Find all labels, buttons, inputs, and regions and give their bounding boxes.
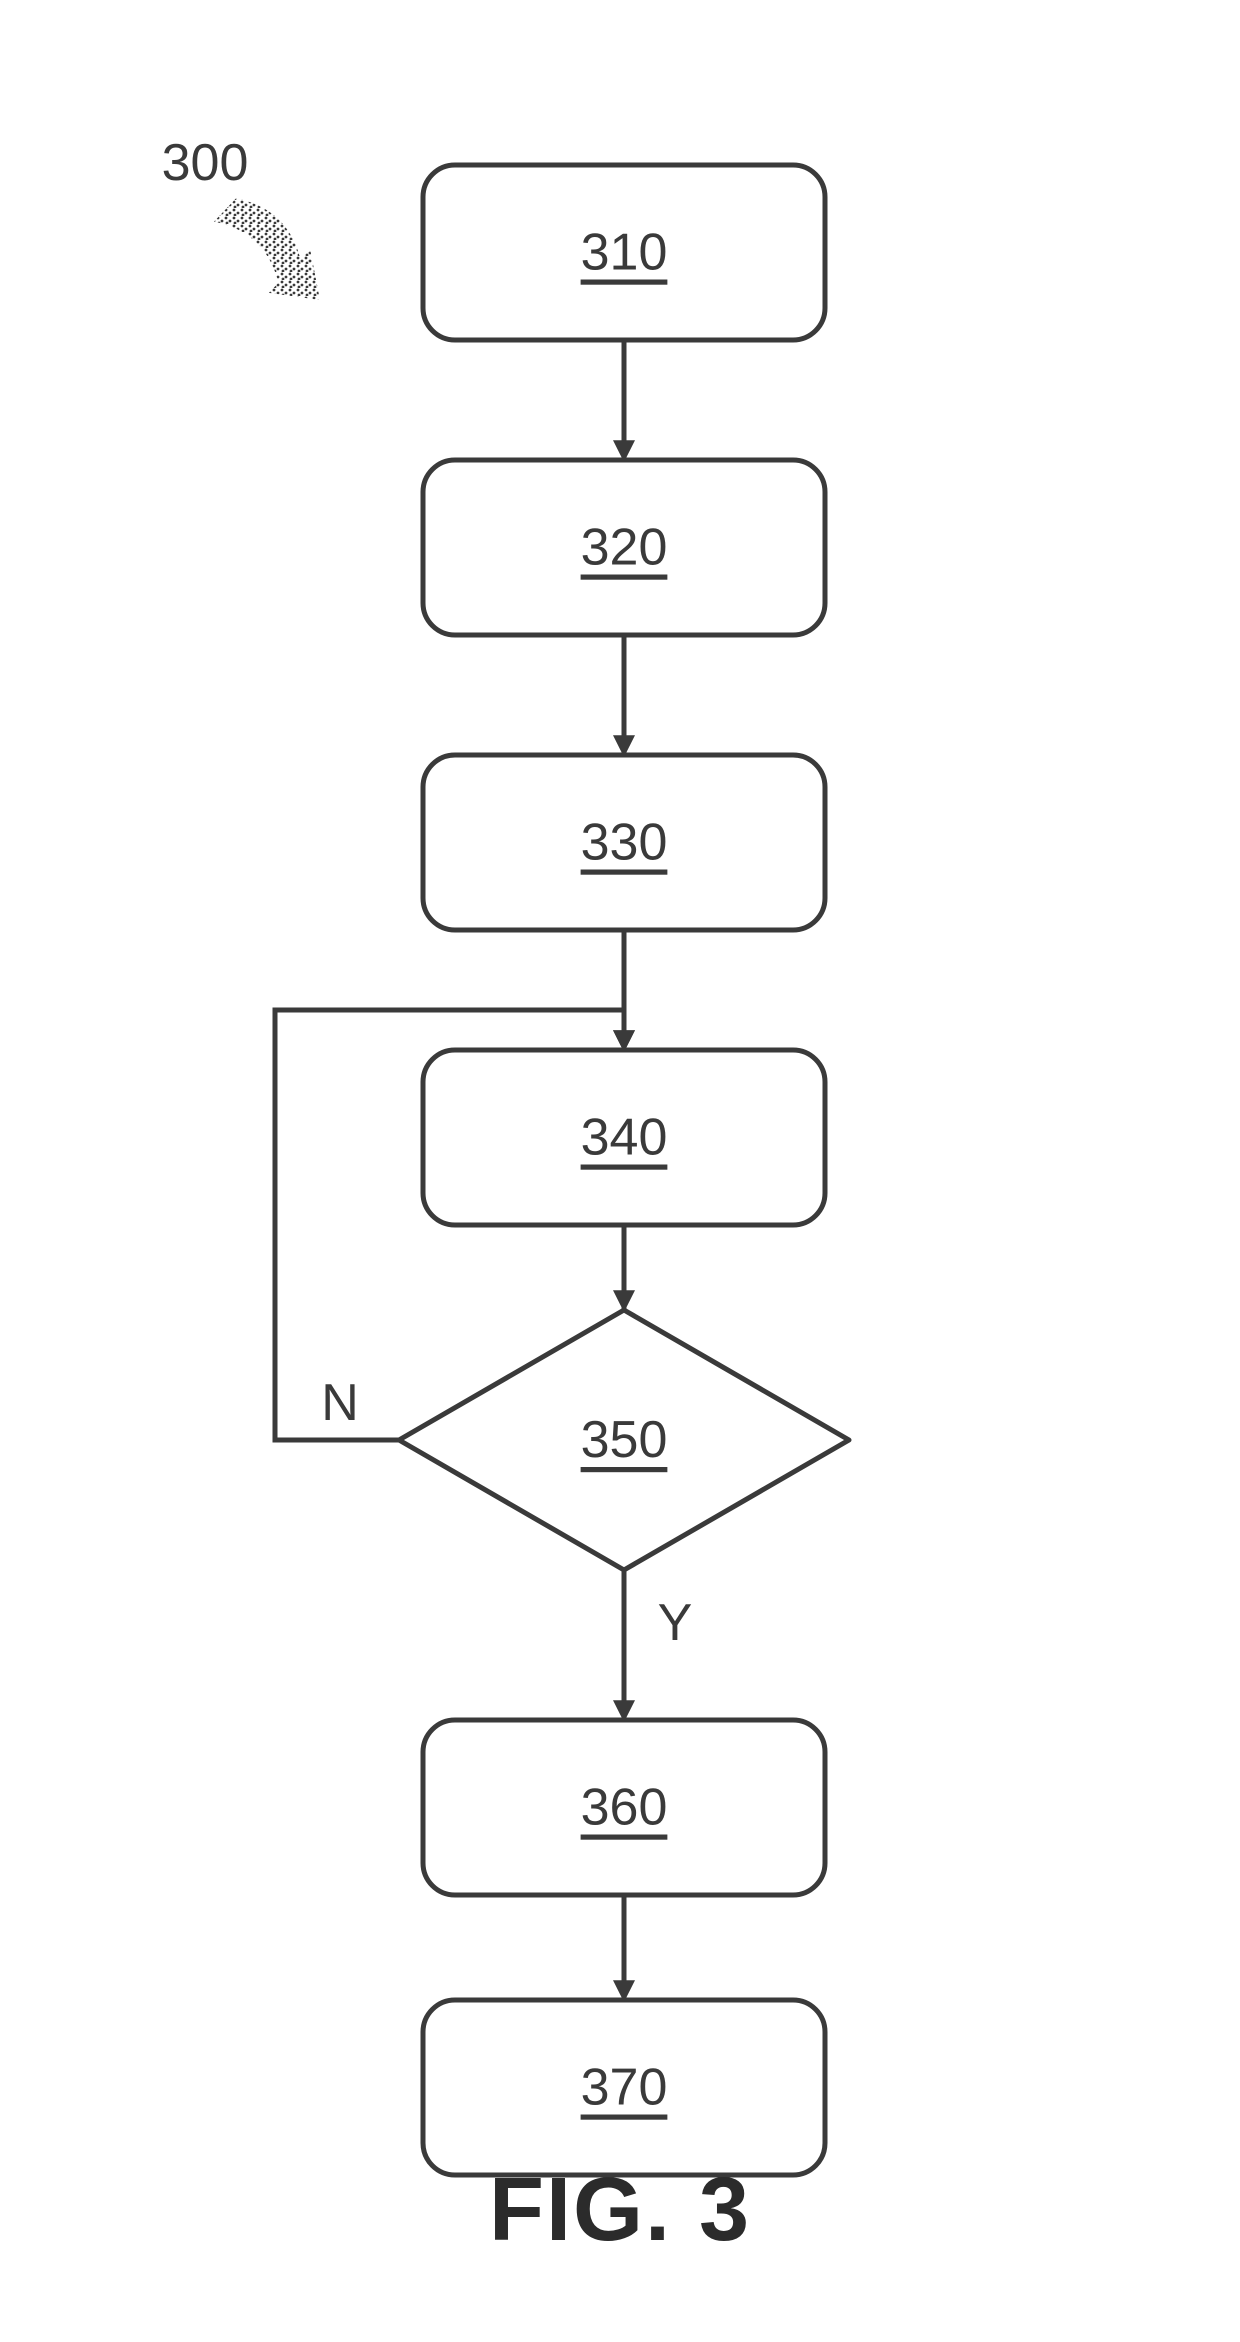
node-n320: 320 <box>423 460 825 635</box>
node-label-n350: 350 <box>581 1411 668 1469</box>
node-n310: 310 <box>423 165 825 340</box>
node-label-n330: 330 <box>581 814 668 872</box>
edge-label-e7: N <box>321 1374 359 1432</box>
flowchart-canvas: Y N 310 320 330 340 350 360 370 300 FIG. 3 <box>0 0 1240 2337</box>
node-label-n370: 370 <box>581 2059 668 2117</box>
node-label-n320: 320 <box>581 519 668 577</box>
node-n360: 360 <box>423 1720 825 1895</box>
node-n370: 370 <box>423 2000 825 2175</box>
edge-label-e5: Y <box>658 1594 693 1652</box>
node-n350: 350 <box>399 1310 849 1570</box>
node-label-n340: 340 <box>581 1109 668 1167</box>
figure-caption: FIG. 3 <box>489 2160 751 2260</box>
ref-label: 300 <box>162 134 249 192</box>
ref-arrow-body <box>214 198 301 282</box>
nodes: 310 320 330 340 350 360 370 <box>399 165 849 2175</box>
node-n340: 340 <box>423 1050 825 1225</box>
figure-reference: 300 <box>162 134 320 300</box>
node-n330: 330 <box>423 755 825 930</box>
node-label-n310: 310 <box>581 224 668 282</box>
node-label-n360: 360 <box>581 1779 668 1837</box>
